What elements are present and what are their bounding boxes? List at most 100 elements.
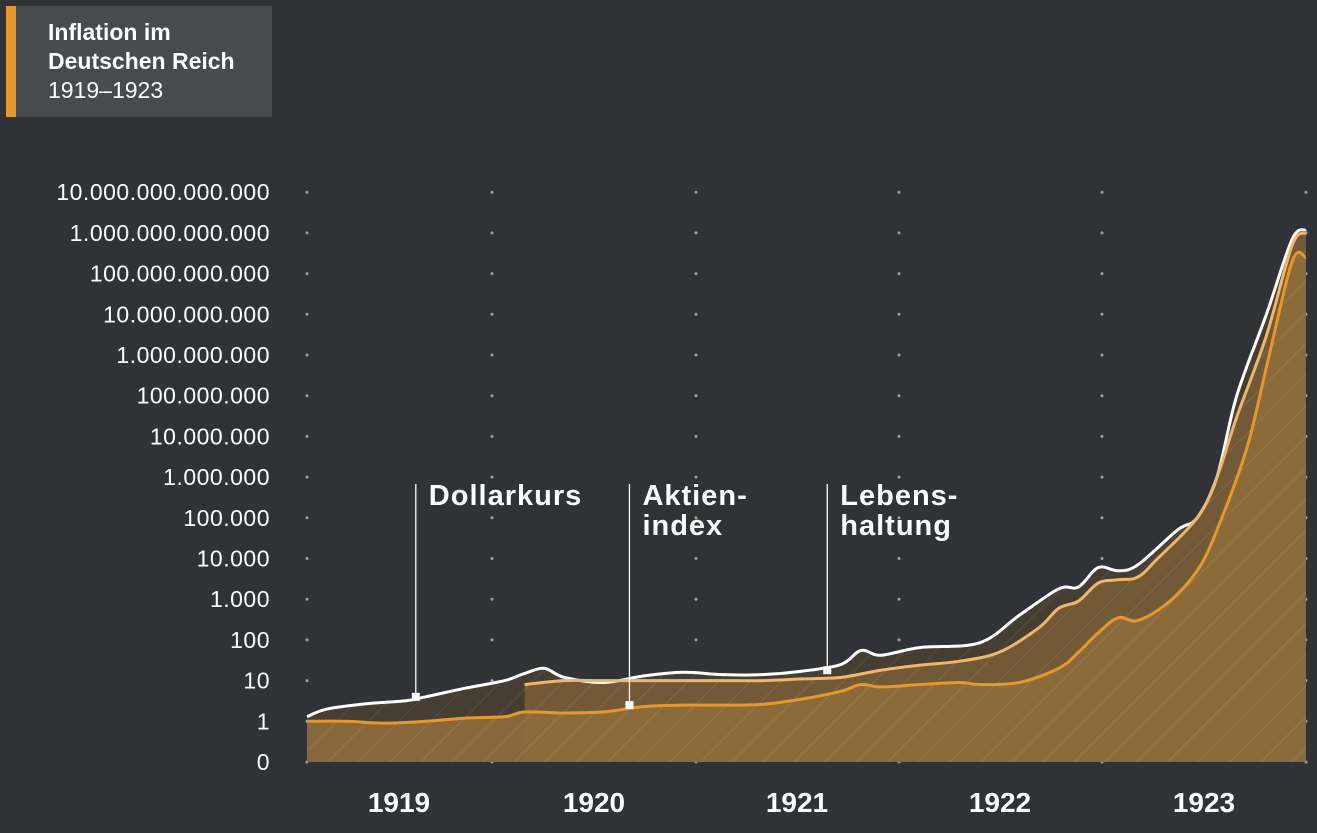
grid-dot [694,557,698,560]
grid-dot [694,312,698,316]
annotation-label-line2: haltung [840,510,952,542]
grid-dot [897,557,901,560]
title-box: Inflation im Deutschen Reich 1919–1923 [6,6,272,117]
y-axis-ticks: 0 1 10 100 1.000 10.000 100.000 1.000.000 10.000… [56,179,270,775]
annotation-label: Dollarkurs [429,480,582,512]
x-tick-label: 1923 [1173,787,1235,818]
grid-dot [897,272,901,276]
y-tick-label: 1.000.000.000 [116,342,270,368]
grid-dot [305,516,309,520]
line-lebenshaltung [306,250,1308,725]
grid-dot [305,231,309,235]
grid-dot [1100,434,1104,438]
grid-dot [897,394,901,398]
grid-dot [305,597,309,601]
title-line-2: Deutschen Reich [48,48,235,74]
series-areas [307,229,1306,763]
line-aktienindex [524,231,1307,687]
grid-dot [1100,516,1104,520]
grid-dot [305,557,309,560]
y-tick-label: 10.000.000.000 [103,301,270,327]
y-tick-label: 100.000 [183,505,270,531]
grid-dot [490,190,494,194]
grid-dot [305,638,309,642]
grid-dot [1304,190,1308,194]
grid-dot [694,597,698,601]
x-axis-ticks: 1919 1920 1921 1922 1923 [368,787,1235,818]
grid-dot [490,272,494,276]
y-tick-label: 10.000.000 [150,423,270,449]
grid-dot [694,353,698,357]
annotation-marker [625,701,634,710]
grid-dot [694,231,698,235]
title-line-1: Inflation im [48,19,171,45]
grid-dot [897,353,901,357]
series-lines [306,228,1308,725]
grid-dot [1100,231,1104,235]
grid-dot [1100,394,1104,398]
y-tick-label: 1.000 [210,586,270,612]
title-accent-bar [6,6,16,117]
grid-dot [490,679,494,683]
grid-dot [1100,557,1104,560]
y-tick-label: 10.000 [197,546,270,572]
title-line-3: 1919–1923 [48,77,164,103]
grid-dot [694,434,698,438]
grid-dot [305,272,309,276]
y-tick-label: 1 [257,708,270,734]
grid-dot [897,312,901,316]
y-tick-label: 10 [243,668,270,694]
annotation-label-line2: index [642,510,723,542]
grid-dot [897,231,901,235]
grid-dot [305,394,309,398]
grid-dot [305,475,309,479]
grid-dot [694,516,698,520]
annotation-marker [823,666,832,675]
area-lebenshaltung-hatch [307,252,1306,763]
grid-dot [897,190,901,194]
grid-dot [490,516,494,520]
x-tick-label: 1919 [368,787,430,818]
y-tick-label: 100.000.000 [137,383,270,409]
grid-dot [1100,353,1104,357]
grid-dot [490,597,494,601]
grid-dot [897,638,901,642]
y-tick-label: 100 [230,627,270,653]
grid-dot [490,638,494,642]
y-tick-label: 100.000.000.000 [90,261,270,287]
grid-dot [1100,475,1104,479]
grid-dot [490,312,494,316]
y-tick-label: 1.000.000.000.000 [70,220,270,246]
grid-dot [694,272,698,276]
grid-dot [1100,190,1104,194]
grid-dot [897,434,901,438]
grid-dot [490,434,494,438]
grid-dot [694,190,698,194]
grid-dot [490,394,494,398]
grid-dot [490,475,494,479]
grid-dot [490,353,494,357]
y-tick-label: 0 [257,749,270,775]
annotation-label: Lebens- [840,480,958,512]
grid-dot [694,475,698,479]
annotation-marker [411,692,420,701]
grid-dot [490,231,494,235]
grid-dot [305,353,309,357]
grid-dot [1100,312,1104,316]
y-tick-label: 1.000.000 [163,464,270,490]
x-tick-label: 1921 [766,787,828,818]
annotation-label: Aktien- [642,480,747,512]
x-tick-label: 1920 [563,787,625,818]
chart-title: Inflation im Deutschen Reich 1919–1923 [48,18,235,105]
grid-dot [694,394,698,398]
y-tick-label: 10.000.000.000.000 [56,179,270,205]
grid-dot [305,679,309,683]
grid-dot [305,312,309,316]
grid-dot [490,557,494,560]
grid-dot [305,190,309,194]
grid-dot [305,434,309,438]
x-tick-label: 1922 [969,787,1031,818]
annotations: Dollarkurs Aktien-index Lebens-haltung [411,480,958,710]
grid-dot [897,516,901,520]
